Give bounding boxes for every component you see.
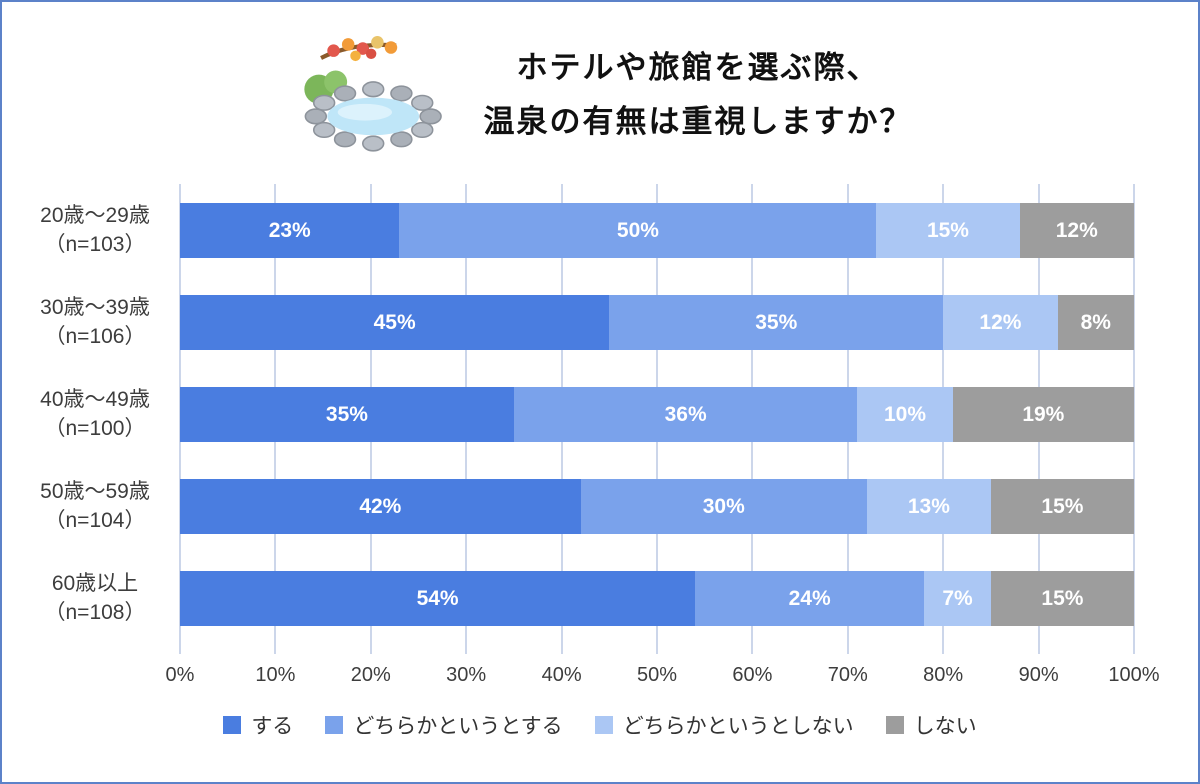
bar-segment: 45% [180, 295, 610, 350]
bar-row: 23% 50% 15% 12% [180, 203, 1134, 258]
category-label: 20歳〜29歳 （n=103） [16, 203, 174, 258]
bar-segment: 50% [399, 203, 877, 258]
bar-value-label: 54% [416, 586, 459, 610]
legend-label: どちらかというとする [353, 715, 563, 738]
page-title: ホテルや旅館を選ぶ際、 温泉の有無は重視しますか？ [484, 41, 913, 150]
bar-value-label: 12% [1055, 218, 1098, 242]
bar-segment: 35% [180, 387, 514, 442]
bar-value-label: 7% [942, 586, 973, 610]
legend-label: する [251, 715, 294, 738]
category-label-n: （n=106） [44, 324, 146, 348]
bar-value-label: 15% [1041, 494, 1084, 518]
category-label-n: （n=103） [44, 232, 146, 256]
bar-segment: 36% [513, 387, 858, 442]
bar-row: 45% 35% 12% 8% [180, 295, 1134, 350]
legend-item: どちらかというとする [325, 710, 563, 740]
bar-value-label: 35% [755, 310, 798, 334]
legend-label: しない [913, 715, 977, 738]
bar-segment: 24% [695, 571, 925, 626]
x-tick-label: 10% [255, 664, 296, 686]
legend-item: する [223, 710, 293, 740]
bar-segment: 12% [1019, 203, 1134, 258]
bar-segment: 42% [180, 479, 581, 534]
x-tick-label: 60% [732, 664, 773, 686]
x-tick-label: 100% [1108, 664, 1160, 686]
chart-header: ホテルや旅館を選ぶ際、 温泉の有無は重視しますか？ [2, 20, 1198, 170]
bar-value-label: 15% [1041, 586, 1084, 610]
x-tick-label: 70% [827, 664, 868, 686]
stacked-bar-chart: 20歳〜29歳 （n=103） 30歳〜39歳 （n=106） 40歳〜49歳 （n=10… [16, 184, 1160, 698]
bar-value-label: 13% [907, 494, 950, 518]
legend-item: どちらかというとしない [594, 710, 854, 740]
category-label-age: 20歳〜29歳 [40, 204, 150, 228]
x-tick-label: 20% [350, 664, 391, 686]
category-label-age: 60歳以上 [51, 572, 139, 596]
bar-segment: 54% [180, 571, 696, 626]
category-label-n: （n=100） [44, 416, 146, 440]
x-tick-label: 0% [165, 664, 195, 686]
bar-value-label: 42% [359, 494, 402, 518]
legend-swatch [223, 716, 242, 734]
bar-value-label: 15% [926, 218, 969, 242]
category-label: 50歳〜59歳 （n=104） [16, 479, 174, 534]
bar-value-label: 30% [702, 494, 745, 518]
bar-row: 54% 24% 7% 15% [180, 571, 1134, 626]
category-label-age: 50歳〜59歳 [40, 480, 150, 504]
bar-value-label: 35% [325, 402, 368, 426]
bar-value-label: 10% [884, 402, 927, 426]
bar-segment: 15% [876, 203, 1020, 258]
chart-title-line2: 温泉の有無は重視しますか？ [483, 104, 913, 139]
plot-area: 23% 50% 15% 12% 45% 35% 12% 8% 35% 36% 10% 19% 42% 30… [179, 184, 1135, 654]
category-label-age: 40歳〜49歳 [40, 388, 150, 412]
x-tick-label: 80% [923, 664, 964, 686]
x-tick-label: 90% [1018, 664, 1059, 686]
bar-segment: 15% [990, 571, 1134, 626]
legend-label: どちらかというとしない [622, 715, 854, 738]
bar-value-label: 19% [1022, 402, 1065, 426]
x-tick-label: 40% [541, 664, 582, 686]
plot-column: 23% 50% 15% 12% 45% 35% 12% 8% 35% 36% 10% 19% 42% 30… [166, 184, 1160, 698]
chart-title-line1: ホテルや旅館を選ぶ際、 [516, 49, 880, 85]
legend-swatch [594, 716, 613, 734]
bar-segment: 13% [866, 479, 991, 534]
legend-swatch [885, 716, 904, 734]
bar-value-label: 24% [788, 586, 831, 610]
bar-segment: 10% [857, 387, 953, 442]
x-axis: 0% 10% 20% 30% 40% 50% 60% 70% 80% 90% 100% [166, 654, 1160, 698]
legend: する どちらかというとする どちらかというとしない しない [2, 710, 1198, 740]
onsen-icon [303, 36, 442, 152]
legend-swatch [325, 716, 344, 734]
bar-value-label: 50% [616, 218, 659, 242]
category-label-n: （n=104） [44, 508, 146, 532]
bar-value-label: 45% [373, 310, 416, 334]
bar-rows: 23% 50% 15% 12% 45% 35% 12% 8% 35% 36% 10% 19% 42% 30… [180, 203, 1134, 626]
bar-segment: 30% [580, 479, 867, 534]
bar-segment: 23% [180, 203, 400, 258]
bar-value-label: 23% [268, 218, 311, 242]
bar-segment: 15% [990, 479, 1134, 534]
category-label-n: （n=108） [44, 600, 146, 624]
gridline [1133, 184, 1135, 654]
x-tick-label: 50% [636, 664, 678, 686]
bar-segment: 19% [952, 387, 1134, 442]
x-tick-label: 30% [446, 664, 487, 686]
category-labels: 20歳〜29歳 （n=103） 30歳〜39歳 （n=106） 40歳〜49歳 （n=10… [16, 184, 180, 698]
bar-segment: 12% [943, 295, 1058, 350]
bar-row: 42% 30% 13% 15% [180, 479, 1134, 534]
bar-segment: 7% [924, 571, 991, 626]
bar-value-label: 12% [979, 310, 1022, 334]
category-label-age: 30歳〜39歳 [40, 296, 150, 320]
bar-row: 35% 36% 10% 19% [180, 387, 1134, 442]
category-label: 40歳〜49歳 （n=100） [16, 387, 174, 442]
legend-item: しない [885, 710, 977, 740]
category-label: 30歳〜39歳 （n=106） [16, 295, 174, 350]
bar-segment: 8% [1057, 295, 1134, 350]
bar-value-label: 8% [1080, 310, 1111, 334]
bar-segment: 35% [609, 295, 944, 350]
bar-value-label: 36% [664, 402, 707, 426]
category-label: 60歳以上 （n=108） [16, 571, 174, 626]
